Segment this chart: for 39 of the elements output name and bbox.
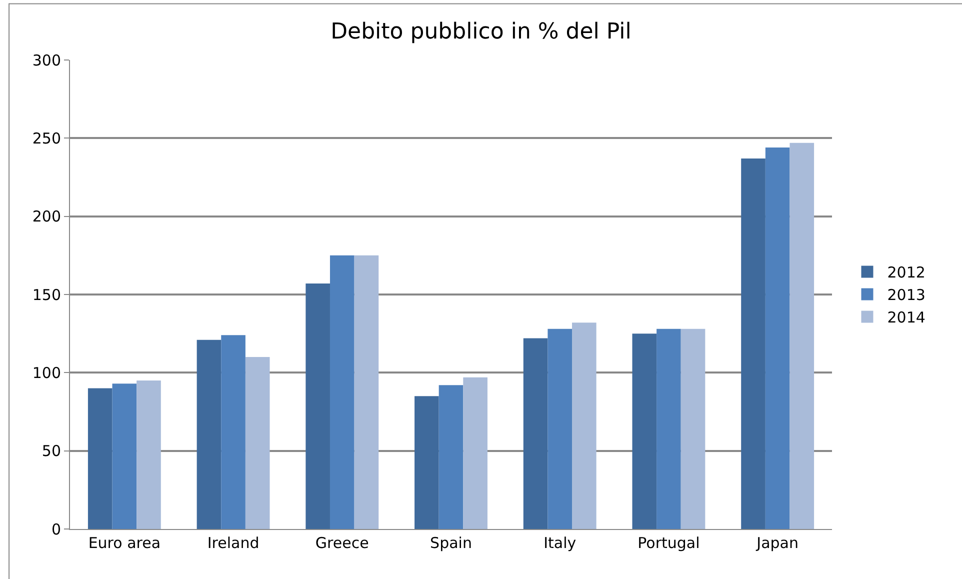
legend-label: 2014 — [887, 308, 926, 327]
bar — [112, 384, 137, 529]
bar — [572, 322, 596, 529]
y-tick-label: 50 — [42, 442, 61, 460]
bar — [196, 340, 222, 529]
x-tick-label: Japan — [756, 534, 798, 552]
bar — [245, 357, 270, 529]
y-tick-label: 200 — [32, 208, 61, 226]
bar — [741, 158, 766, 529]
chart-title: Debito pubblico in % del Pil — [330, 20, 632, 45]
bar — [680, 328, 706, 529]
bar — [548, 328, 572, 529]
bar — [765, 148, 790, 529]
y-tick-label: 150 — [32, 286, 61, 304]
bar — [136, 380, 161, 529]
bar — [221, 335, 246, 529]
x-tick-label: Italy — [544, 534, 576, 552]
bar — [330, 255, 354, 529]
bar — [463, 377, 488, 529]
bar — [88, 388, 112, 529]
x-tick-label: Euro area — [88, 534, 161, 552]
y-tick-label: 100 — [32, 364, 61, 382]
y-tick-label: 250 — [32, 129, 61, 148]
bar — [523, 338, 548, 529]
legend-label: 2012 — [887, 264, 926, 282]
x-tick-label: Spain — [430, 534, 472, 552]
bar — [656, 328, 681, 529]
bar — [414, 396, 439, 529]
bar — [790, 142, 814, 529]
x-tick-label: Greece — [315, 534, 369, 552]
y-tick-label: 0 — [51, 520, 61, 538]
legend-label: 2013 — [887, 286, 926, 304]
bar — [632, 334, 657, 529]
x-tick-label: Portugal — [638, 534, 700, 552]
bar — [306, 284, 330, 529]
y-tick-label: 300 — [32, 51, 61, 70]
bar — [354, 255, 379, 529]
x-tick-label: Ireland — [207, 534, 260, 552]
bar — [438, 385, 464, 529]
